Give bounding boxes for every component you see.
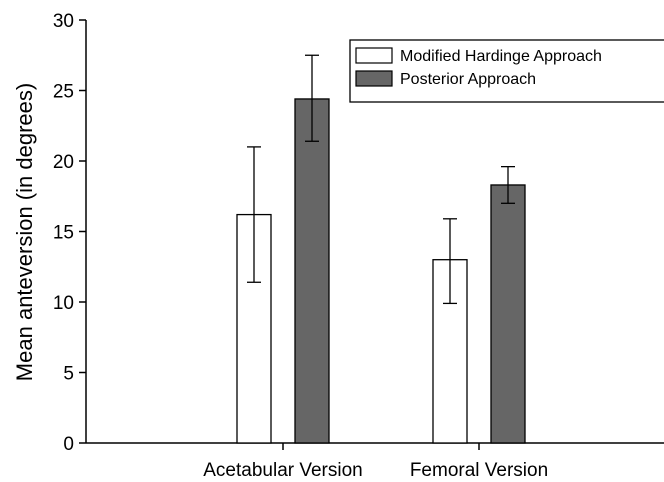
- y-axis-title: Mean anteversion (in degrees): [12, 83, 37, 381]
- y-tick-label-0: 0: [63, 434, 74, 455]
- y-tick-label-15: 15: [53, 223, 74, 244]
- bar-femoral-version-series-1: [490, 184, 526, 444]
- x-tick-label-acetabular-version: Acetabular Version: [203, 460, 363, 481]
- legend-box: [349, 39, 664, 103]
- y-tick-label-5: 5: [63, 364, 74, 385]
- y-tick-label-30: 30: [53, 11, 74, 32]
- x-axis: Acetabular Version Femoral Version: [86, 442, 664, 481]
- y-tick-label-20: 20: [53, 152, 74, 173]
- y-tick-label-10: 10: [53, 293, 74, 314]
- legend-label-posterior: Posterior Approach: [400, 71, 536, 88]
- error-bars: [247, 54, 515, 305]
- legend-label-modified-hardinge: Modified Hardinge Approach: [400, 48, 602, 65]
- bars: [236, 98, 526, 444]
- legend-swatch-modified-hardinge: [355, 47, 393, 64]
- legend: Modified Hardinge Approach Posterior App…: [349, 39, 664, 103]
- legend-swatch-posterior: [355, 70, 393, 87]
- y-tick-label-25: 25: [53, 82, 74, 103]
- y-axis: 0 5 10 15 20 25 30: [53, 11, 87, 455]
- x-tick-label-femoral-version: Femoral Version: [410, 460, 548, 481]
- bar-acetabular-version-series-1: [294, 98, 330, 444]
